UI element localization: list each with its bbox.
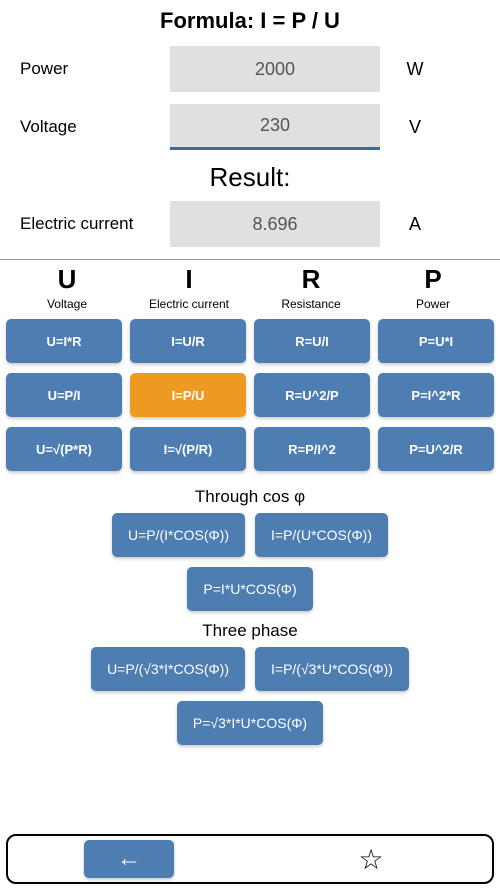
three-phase-label: Three phase	[0, 621, 500, 641]
header-symbol-i: I	[128, 264, 250, 295]
three-phase-row1: U=P/(√3*I*COS(Φ)) I=P/(√3*U*COS(Φ))	[0, 647, 500, 691]
result-label: Result:	[10, 162, 490, 193]
result-row: Electric current 8.696 A	[10, 201, 490, 247]
input-field-power[interactable]: 2000	[170, 46, 380, 92]
input-field-voltage[interactable]: 230	[170, 104, 380, 150]
headers-row: U Voltage I Electric current R Resistanc…	[0, 260, 500, 313]
input-row-power: Power 2000 W	[10, 46, 490, 92]
formula-btn-wide[interactable]: P=√3*I*U*COS(Φ)	[177, 701, 323, 745]
formula-grid: U=I*R U=P/I U=√(P*R) I=U/R I=P/U I=√(P/R…	[0, 313, 500, 477]
header-desc-u: Voltage	[6, 297, 128, 311]
formula-btn-wide[interactable]: I=P/(U*COS(Φ))	[255, 513, 388, 557]
input-unit-voltage: V	[395, 117, 435, 138]
header-col-r: R Resistance	[250, 264, 372, 311]
formula-col-u: U=I*R U=P/I U=√(P*R)	[6, 319, 122, 471]
formula-title: Formula: I = P / U	[0, 0, 500, 46]
formula-btn[interactable]: U=√(P*R)	[6, 427, 122, 471]
formula-btn[interactable]: P=I^2*R	[378, 373, 494, 417]
formula-col-p: P=U*I P=I^2*R P=U^2/R	[378, 319, 494, 471]
header-desc-i: Electric current	[128, 297, 250, 311]
formula-btn[interactable]: U=P/I	[6, 373, 122, 417]
header-desc-p: Power	[372, 297, 494, 311]
input-label-power: Power	[10, 59, 170, 79]
through-cos-label: Through cos φ	[0, 487, 500, 507]
bottom-bar: ← ☆	[6, 834, 494, 884]
header-symbol-r: R	[250, 264, 372, 295]
input-section: Power 2000 W Voltage 230 V Result: Elect…	[0, 46, 500, 247]
formula-col-i: I=U/R I=P/U I=√(P/R)	[130, 319, 246, 471]
result-name: Electric current	[10, 214, 170, 234]
formula-btn[interactable]: U=I*R	[6, 319, 122, 363]
formula-btn-wide[interactable]: U=P/(√3*I*COS(Φ))	[91, 647, 245, 691]
header-col-p: P Power	[372, 264, 494, 311]
back-arrow-icon: ←	[117, 845, 141, 873]
header-symbol-p: P	[372, 264, 494, 295]
formula-btn[interactable]: I=U/R	[130, 319, 246, 363]
header-desc-r: Resistance	[250, 297, 372, 311]
formula-btn-wide[interactable]: P=I*U*COS(Φ)	[187, 567, 312, 611]
formula-btn-wide[interactable]: U=P/(I*COS(Φ))	[112, 513, 245, 557]
formula-btn[interactable]: P=U^2/R	[378, 427, 494, 471]
formula-btn[interactable]: R=U^2/P	[254, 373, 370, 417]
favorite-button[interactable]: ☆	[326, 843, 416, 876]
header-col-u: U Voltage	[6, 264, 128, 311]
input-row-voltage: Voltage 230 V	[10, 104, 490, 150]
header-symbol-u: U	[6, 264, 128, 295]
formula-btn-selected[interactable]: I=P/U	[130, 373, 246, 417]
through-cos-row1: U=P/(I*COS(Φ)) I=P/(U*COS(Φ))	[0, 513, 500, 557]
formula-col-r: R=U/I R=U^2/P R=P/I^2	[254, 319, 370, 471]
formula-btn[interactable]: R=U/I	[254, 319, 370, 363]
input-unit-power: W	[395, 59, 435, 80]
result-value: 8.696	[170, 201, 380, 247]
formula-btn-wide[interactable]: I=P/(√3*U*COS(Φ))	[255, 647, 409, 691]
formula-btn[interactable]: I=√(P/R)	[130, 427, 246, 471]
result-unit: A	[395, 214, 435, 235]
header-col-i: I Electric current	[128, 264, 250, 311]
back-button[interactable]: ←	[84, 840, 174, 878]
three-phase-row2: P=√3*I*U*COS(Φ)	[0, 701, 500, 745]
star-icon: ☆	[358, 844, 383, 875]
through-cos-row2: P=I*U*COS(Φ)	[0, 567, 500, 611]
formula-btn[interactable]: R=P/I^2	[254, 427, 370, 471]
formula-btn[interactable]: P=U*I	[378, 319, 494, 363]
input-label-voltage: Voltage	[10, 117, 170, 137]
